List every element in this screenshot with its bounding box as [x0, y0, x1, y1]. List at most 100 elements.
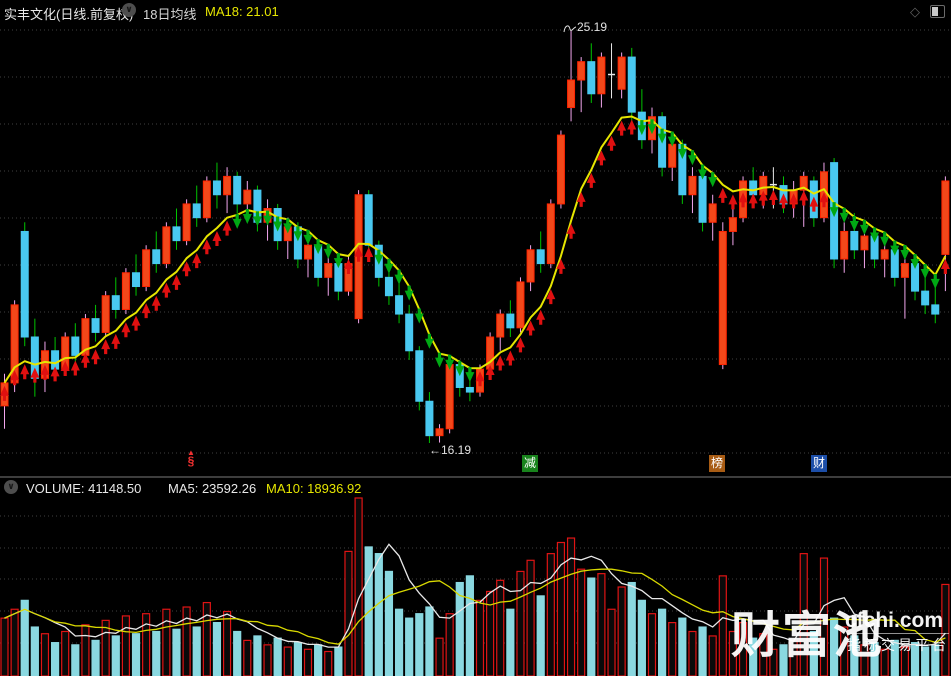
volume-bar	[647, 613, 657, 676]
volume-bar	[931, 644, 940, 676]
volume-bar	[921, 646, 930, 676]
volume-bar	[819, 557, 829, 676]
trend-arrow-down	[849, 216, 859, 232]
candle-body	[516, 281, 525, 329]
trend-arrow-up	[171, 274, 181, 290]
volume-bar	[222, 610, 232, 676]
high-price-annotation: 25.19	[577, 20, 608, 34]
trend-arrow-up	[364, 247, 374, 263]
volume-bar	[577, 568, 586, 676]
candle-body	[395, 295, 404, 315]
volume-bar	[738, 621, 748, 676]
trend-arrow-up	[718, 187, 728, 203]
split-panel-icon[interactable]	[930, 5, 945, 18]
price-pane-header: 实丰文化(日线.前复权) ∨ 18日均线 MA18: 21.01 ◇	[0, 0, 951, 22]
trend-arrow-up	[819, 192, 829, 208]
volume-value: VOLUME: 41148.50	[26, 481, 142, 496]
trend-arrow-down	[687, 150, 697, 166]
volume-bar	[617, 586, 626, 676]
candle-body	[708, 203, 717, 223]
marker-button-cai[interactable]: 财	[811, 455, 827, 472]
volume-bar	[162, 608, 171, 676]
volume-bar	[152, 630, 161, 676]
volume-bar	[840, 626, 849, 676]
volume-bar	[243, 639, 252, 676]
candle-body	[617, 56, 626, 90]
volume-bar	[546, 553, 555, 676]
trend-arrow-down	[667, 131, 677, 147]
trend-arrow-down	[708, 172, 718, 188]
volume-bar	[749, 637, 758, 676]
split-panel-icon-fill	[932, 7, 938, 16]
candle-body	[496, 313, 505, 338]
volume-bar	[20, 599, 29, 676]
trend-arrow-up	[141, 303, 151, 319]
volume-bar	[425, 606, 434, 676]
volume-bar	[658, 608, 667, 676]
volume-bar	[293, 642, 302, 676]
trend-arrow-up	[354, 246, 364, 262]
pane-divider[interactable]	[0, 476, 951, 478]
trend-arrow-up	[546, 289, 556, 305]
trend-arrow-up	[758, 190, 768, 206]
volume-bar	[465, 575, 474, 676]
volume-ma5-line	[4, 543, 946, 648]
candle-body	[304, 244, 313, 260]
candle-body	[587, 61, 596, 95]
candle-body	[415, 350, 424, 402]
volume-bar	[324, 650, 333, 676]
chevron-down-circle-icon[interactable]: ∨	[122, 3, 136, 17]
trend-arrow-down	[414, 308, 424, 324]
volume-bar	[384, 570, 394, 676]
trend-arrow-down	[333, 253, 343, 269]
trend-arrow-down	[293, 226, 303, 242]
volume-bar	[111, 635, 120, 676]
candle-body	[202, 180, 211, 219]
trend-arrow-down	[424, 333, 434, 349]
trend-arrow-up	[182, 261, 192, 277]
candle-body	[931, 304, 940, 315]
volume-bar	[283, 646, 292, 676]
trend-arrow-up	[40, 364, 50, 380]
candle-body	[172, 226, 181, 242]
volume-bar	[789, 639, 798, 676]
candle-body	[668, 143, 677, 168]
marker-button-jian[interactable]: 减	[522, 455, 538, 472]
volume-bar	[597, 573, 606, 676]
chevron-down-circle-icon[interactable]: ∨	[4, 480, 18, 494]
trend-arrow-down	[283, 218, 293, 234]
signal-marker: ▲ §	[184, 449, 198, 468]
volume-bar	[769, 648, 778, 676]
trend-arrow-down	[910, 254, 920, 270]
candle-body	[728, 217, 737, 232]
trend-arrow-down	[323, 243, 333, 259]
trend-arrow-down	[435, 352, 445, 368]
volume-bar	[71, 644, 80, 676]
trend-arrow-down	[677, 144, 687, 160]
volume-bar	[233, 630, 242, 676]
trend-arrow-up	[566, 223, 576, 239]
trend-arrow-down	[374, 249, 384, 265]
candle-body	[799, 175, 808, 191]
volume-bar	[314, 644, 323, 676]
volume-bar	[273, 637, 282, 676]
volume-ma5-value: MA5: 23592.26	[168, 481, 257, 496]
candle-body	[223, 175, 232, 196]
trend-arrow-down	[859, 219, 869, 235]
volume-bar	[435, 637, 444, 676]
candle-body	[142, 249, 151, 288]
volume-bar	[10, 608, 19, 676]
trend-arrow-down	[263, 210, 273, 226]
marker-button-bang[interactable]: 榜	[709, 455, 725, 472]
trend-arrow-down	[647, 119, 657, 135]
diamond-icon[interactable]: ◇	[910, 4, 920, 19]
trend-arrow-down	[404, 285, 414, 301]
volume-bar	[627, 581, 636, 676]
trend-arrow-down	[657, 128, 667, 144]
volume-bar	[688, 630, 697, 676]
volume-bar	[81, 624, 90, 676]
volume-bar	[142, 613, 151, 676]
trend-arrow-down	[445, 354, 455, 370]
